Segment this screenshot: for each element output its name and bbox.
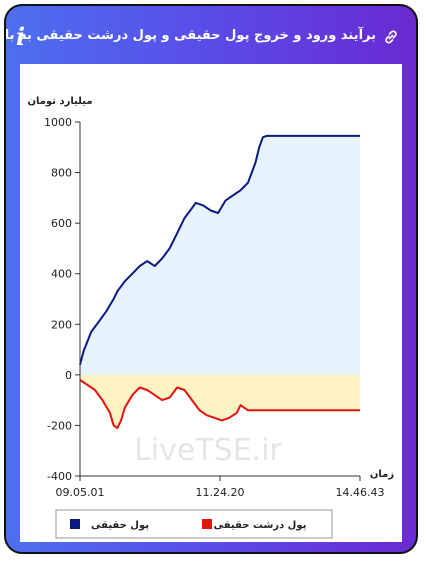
chart-svg: LiveTSE.ir -400 -200 0 200 400 600 800 1000 09.0… (27, 96, 394, 539)
y-axis-title: میلیارد تومان (27, 96, 92, 107)
chart-title: برآیند ورود و خروج پول حقیقی و پول درشت … (4, 28, 376, 43)
legend-swatch-1 (202, 519, 212, 529)
x-axis-title: زمان (370, 469, 394, 480)
series-line-1[interactable] (79, 379, 360, 429)
legend-swatch-0 (70, 519, 80, 529)
x-tick-label: 11.24.20 (196, 486, 245, 499)
y-tick-label: 400 (51, 268, 72, 281)
link-icon[interactable] (382, 28, 400, 46)
x-tick-label: 09.05.01 (56, 486, 105, 499)
x-tick-label: 14.46.43 (336, 486, 385, 499)
legend-label-1[interactable]: پول درشت حقیقی (214, 520, 307, 531)
chart-panel: LiveTSE.ir -400 -200 0 200 400 600 800 1000 09.0… (20, 64, 402, 542)
y-tick-label: -200 (47, 419, 72, 432)
y-tick-label: 0 (65, 369, 72, 382)
y-tick-label: 800 (51, 167, 72, 180)
y-tick-label: 200 (51, 318, 72, 331)
area-fill-0 (80, 135, 360, 375)
card-header: i برآیند ورود و خروج پول حقیقی و پول درش… (6, 6, 416, 64)
legend: پول حقیقی پول درشت حقیقی (55, 509, 333, 539)
series-line-0[interactable] (79, 134, 360, 365)
y-tick-label: 1000 (44, 116, 72, 129)
legend-box (55, 509, 333, 539)
area-fill-1 (80, 374, 360, 428)
watermark: LiveTSE.ir (134, 433, 282, 468)
info-icon[interactable]: i (16, 22, 26, 51)
legend-label-0[interactable]: پول حقیقی (91, 520, 149, 531)
y-tick-label: 600 (51, 217, 72, 230)
y-tick-label: -400 (47, 470, 72, 483)
chart-card: i برآیند ورود و خروج پول حقیقی و پول درش… (4, 4, 418, 554)
